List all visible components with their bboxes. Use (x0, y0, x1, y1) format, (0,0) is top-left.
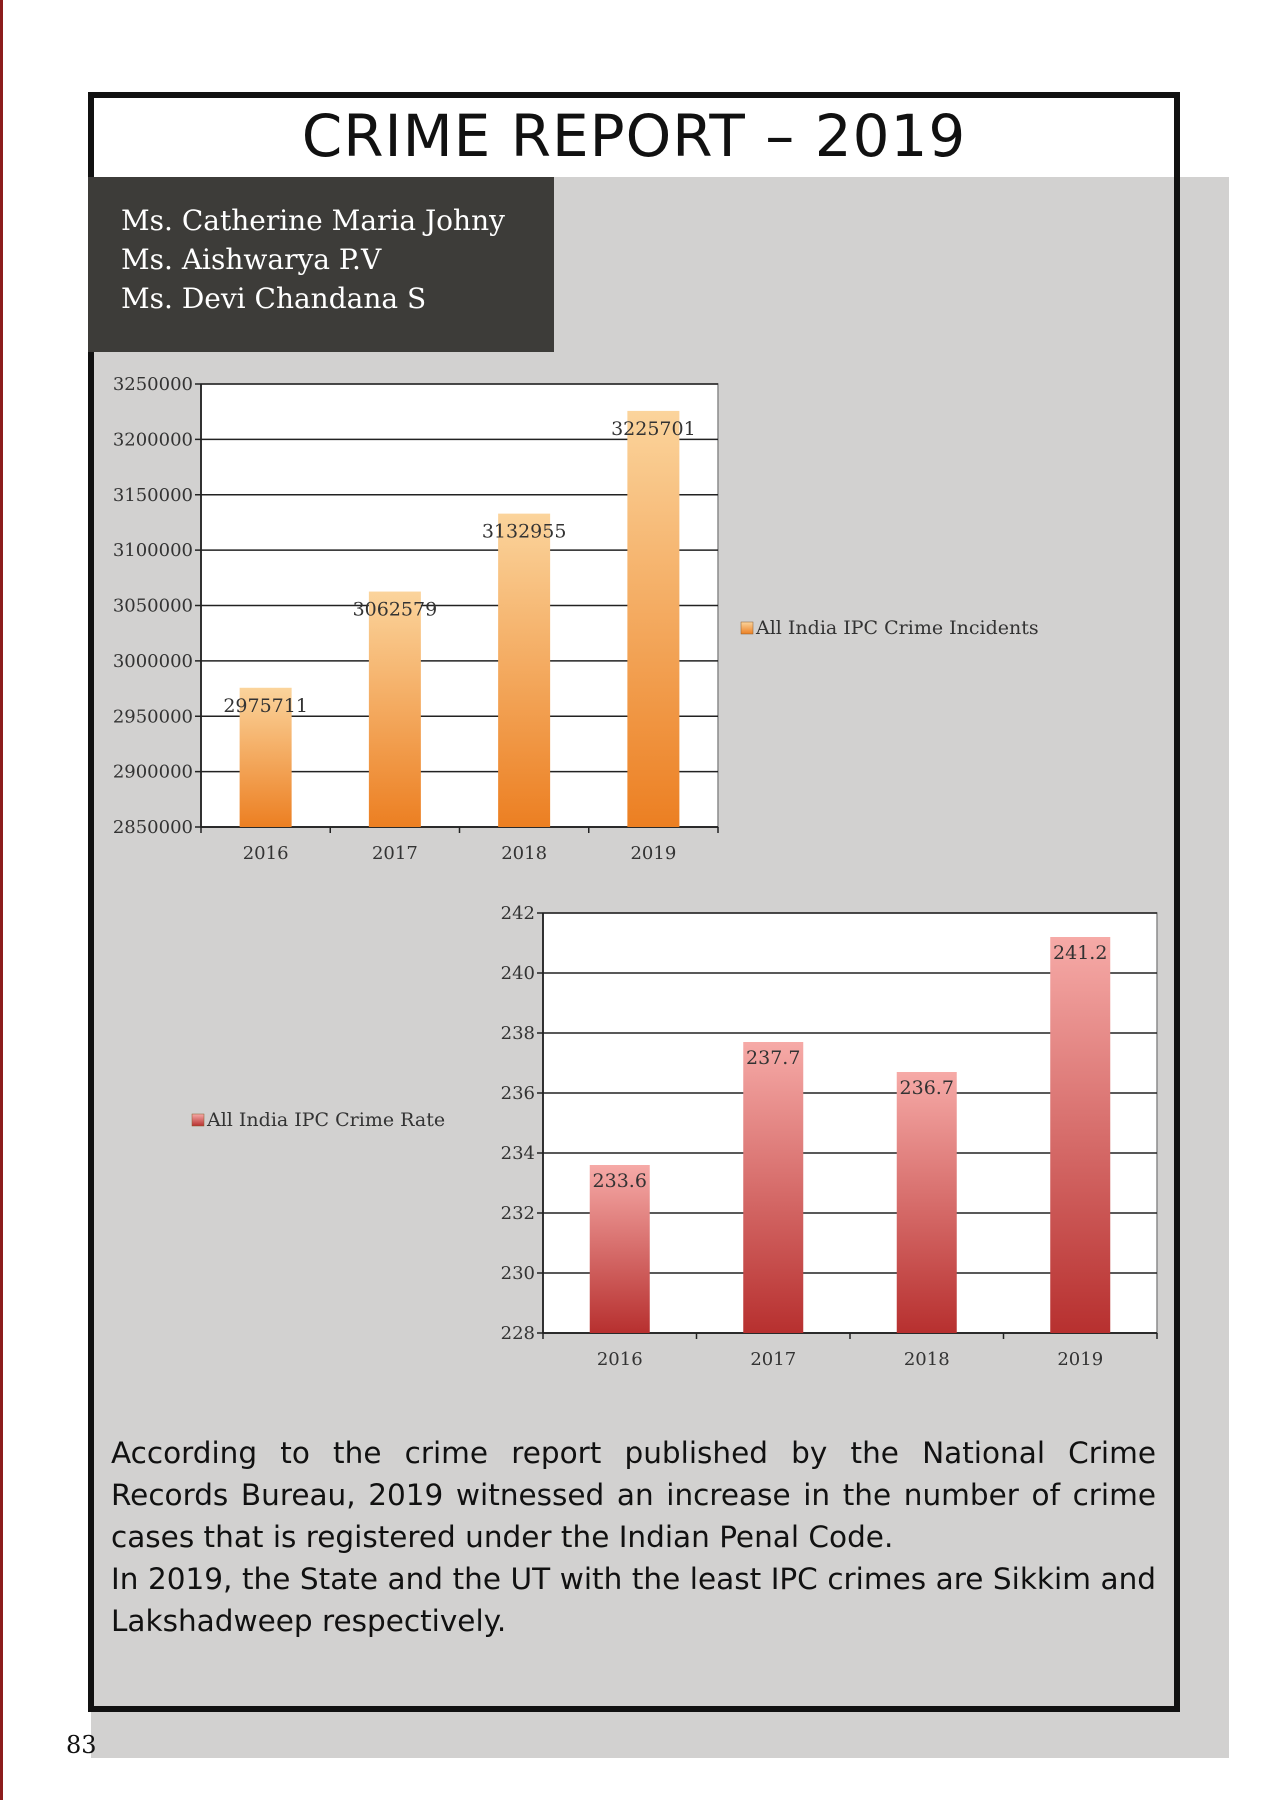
x-tick-label: 2018 (501, 843, 547, 864)
x-tick-label: 2018 (904, 1349, 950, 1370)
bar (368, 591, 421, 827)
y-tick-label: 3100000 (113, 540, 193, 561)
bar (498, 513, 551, 827)
page-number: 83 (66, 1731, 97, 1759)
y-tick-label: 242 (501, 903, 535, 924)
title-band (94, 98, 1174, 177)
y-tick-label: 230 (501, 1263, 535, 1284)
y-tick-label: 2850000 (113, 817, 193, 838)
legend-label: All India IPC Crime Incidents (755, 617, 1039, 639)
data-label: 237.7 (746, 1047, 800, 1069)
author-name: Ms. Devi Chandana S (121, 282, 427, 315)
body-paragraph: In 2019, the State and the UT with the l… (111, 1562, 1156, 1638)
y-tick-label: 2900000 (113, 762, 193, 783)
y-tick-label: 3250000 (113, 374, 193, 395)
y-tick-label: 3200000 (113, 429, 193, 450)
y-tick-label: 238 (501, 1023, 535, 1044)
bar (1050, 937, 1111, 1333)
authors-box: Ms. Catherine Maria Johny Ms. Aishwarya … (88, 177, 554, 352)
body-paragraph: According to the crime report published … (111, 1436, 1156, 1554)
y-tick-label: 3000000 (113, 651, 193, 672)
y-tick-label: 3150000 (113, 485, 193, 506)
x-tick-label: 2019 (630, 843, 676, 864)
bar (589, 1165, 650, 1333)
data-label: 3062579 (353, 599, 438, 621)
x-tick-label: 2016 (597, 1349, 643, 1370)
page-title: CRIME REPORT – 2019 (301, 102, 967, 170)
data-label: 241.2 (1053, 942, 1107, 964)
author-name: Ms. Aishwarya P.V (121, 243, 382, 276)
y-tick-label: 240 (501, 963, 535, 984)
x-tick-label: 2016 (243, 843, 289, 864)
page-frame (88, 92, 1180, 1712)
y-tick-label: 2950000 (113, 706, 193, 727)
y-tick-label: 234 (501, 1143, 535, 1164)
data-label: 3225701 (611, 418, 696, 440)
bar (896, 1072, 957, 1333)
legend-label: All India IPC Crime Rate (206, 1109, 445, 1131)
bar (627, 410, 680, 827)
y-tick-label: 228 (501, 1323, 535, 1344)
bar (743, 1042, 804, 1333)
author-name: Ms. Catherine Maria Johny (121, 204, 505, 237)
body-text: According to the crime report published … (111, 1432, 1156, 1642)
y-tick-label: 236 (501, 1083, 535, 1104)
legend-swatch (191, 1113, 205, 1127)
x-tick-label: 2017 (372, 843, 418, 864)
page-edge-rule (0, 0, 3, 1800)
y-tick-label: 232 (501, 1203, 535, 1224)
data-label: 3132955 (482, 521, 567, 543)
bar (239, 687, 292, 827)
legend-swatch (740, 621, 754, 635)
x-tick-label: 2019 (1057, 1349, 1103, 1370)
data-label: 236.7 (900, 1077, 954, 1099)
y-tick-label: 3050000 (113, 596, 193, 617)
x-tick-label: 2017 (750, 1349, 796, 1370)
data-label: 233.6 (593, 1170, 647, 1192)
data-label: 2975711 (223, 695, 308, 717)
